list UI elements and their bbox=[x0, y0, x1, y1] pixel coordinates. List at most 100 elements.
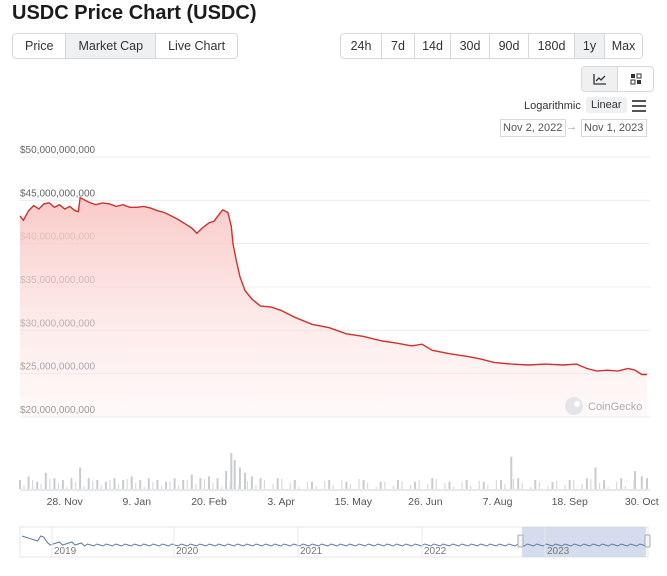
market-cap-line bbox=[19, 196, 647, 376]
volume-bar bbox=[444, 483, 446, 489]
tab-market-cap[interactable]: Market Cap bbox=[66, 34, 157, 58]
volume-bar bbox=[521, 483, 523, 489]
volume-bar bbox=[53, 478, 56, 489]
volume-bar bbox=[504, 484, 506, 489]
volume-bar bbox=[487, 485, 489, 489]
volume-bar bbox=[581, 484, 583, 489]
volume-bar bbox=[178, 485, 180, 489]
volume-bar bbox=[418, 480, 420, 489]
navigator-left-handle[interactable] bbox=[517, 534, 524, 548]
volume-bar bbox=[568, 480, 571, 489]
volume-bar bbox=[573, 480, 575, 489]
volume-bar bbox=[633, 481, 635, 489]
volume-bar bbox=[255, 485, 257, 489]
navigator-right-handle[interactable] bbox=[644, 534, 651, 548]
log-scale-option[interactable]: Logarithmic bbox=[524, 100, 581, 112]
navigator[interactable]: 2019 2020 2021 2022 2023 bbox=[19, 526, 651, 558]
hamburger-menu-icon[interactable] bbox=[632, 99, 646, 117]
x-tick-label: 9. Jan bbox=[122, 496, 151, 508]
range-1y[interactable]: 1y bbox=[575, 34, 605, 58]
range-max[interactable]: Max bbox=[611, 39, 636, 53]
navigator-tick-label: 2019 bbox=[54, 546, 77, 557]
volume-bar bbox=[538, 482, 540, 489]
volume-bar bbox=[225, 471, 228, 489]
volume-bar bbox=[367, 483, 369, 489]
x-tick-label: 18. Sep bbox=[552, 496, 588, 508]
volume-bar bbox=[117, 484, 120, 489]
volume-bar bbox=[49, 479, 51, 489]
navigator-selection[interactable] bbox=[522, 527, 646, 557]
tab-price[interactable]: Price bbox=[13, 34, 67, 58]
volume-bar bbox=[156, 480, 159, 489]
volume-bar bbox=[396, 480, 399, 489]
volume-bar bbox=[640, 476, 643, 489]
volume-bar bbox=[551, 481, 554, 489]
x-tick-label: 3. Apr bbox=[267, 496, 295, 508]
date-from-input[interactable]: Nov 2, 2022 bbox=[500, 119, 566, 137]
y-tick-label: $45,000,000,000 bbox=[20, 188, 96, 199]
volume-bar bbox=[517, 478, 520, 489]
volume-bar bbox=[23, 485, 25, 489]
volume-bar bbox=[634, 471, 636, 489]
volume-bar bbox=[482, 481, 485, 489]
range-90d[interactable]: 90d bbox=[490, 34, 529, 58]
volume-bar bbox=[165, 481, 167, 489]
volume-bar bbox=[414, 481, 417, 489]
volume-bar bbox=[585, 478, 588, 489]
volume-bar bbox=[564, 485, 566, 489]
volume-bar bbox=[36, 481, 39, 489]
volume-bar bbox=[598, 483, 601, 489]
navigator-tick-label: 2021 bbox=[300, 546, 323, 557]
volume-bar bbox=[61, 480, 64, 489]
candlestick-icon[interactable] bbox=[618, 67, 653, 91]
volume-bar bbox=[345, 481, 348, 489]
volume-bar bbox=[276, 478, 279, 489]
x-tick-label: 20. Feb bbox=[191, 496, 227, 508]
volume-bar bbox=[379, 481, 382, 489]
volume-bar bbox=[332, 485, 334, 489]
tab-live-chart[interactable]: Live Chart bbox=[168, 39, 226, 53]
range-14d[interactable]: 14d bbox=[415, 34, 451, 58]
volume-bar bbox=[186, 480, 188, 489]
date-to-input[interactable]: Nov 1, 2023 bbox=[581, 119, 647, 137]
volume-bar bbox=[620, 478, 623, 489]
y-tick-label: $40,000,000,000 bbox=[20, 232, 96, 243]
volume-bar bbox=[250, 476, 253, 489]
volume-bar bbox=[392, 486, 394, 489]
volume-bar bbox=[427, 484, 429, 489]
range-180d[interactable]: 180d bbox=[529, 34, 575, 58]
volume-bar bbox=[19, 480, 21, 489]
line-chart-icon[interactable] bbox=[582, 67, 618, 91]
volume-bar bbox=[32, 480, 34, 489]
volume-bar bbox=[233, 460, 236, 489]
volume-bar bbox=[298, 487, 300, 489]
volume-bar bbox=[96, 480, 99, 489]
navigator-tick-label: 2023 bbox=[547, 546, 570, 557]
volume-bar bbox=[448, 481, 451, 489]
chart-style-toggle bbox=[581, 66, 654, 92]
volume-bar bbox=[122, 480, 125, 489]
volume-bar bbox=[66, 487, 68, 489]
volume-bar bbox=[375, 487, 377, 489]
volume-bar bbox=[616, 482, 618, 489]
volume-bar bbox=[246, 481, 248, 489]
volume-bar bbox=[87, 478, 90, 489]
range-30d[interactable]: 30d bbox=[451, 34, 490, 58]
x-tick-label: 26. Jun bbox=[408, 496, 443, 508]
volume-bar bbox=[272, 484, 274, 489]
range-24h[interactable]: 24h bbox=[341, 34, 382, 58]
range-7d[interactable]: 7d bbox=[382, 34, 415, 58]
volume-bar bbox=[362, 480, 365, 489]
volume-bar bbox=[341, 480, 343, 489]
volume-bar bbox=[547, 486, 549, 489]
volume-bar bbox=[92, 481, 94, 489]
volume-bar bbox=[40, 484, 42, 489]
volume-bar bbox=[534, 480, 537, 489]
x-tick-label: 7. Aug bbox=[483, 496, 513, 508]
volume-bar bbox=[641, 485, 643, 489]
volume-bar bbox=[221, 487, 223, 489]
linear-scale-button[interactable]: Linear bbox=[586, 97, 627, 113]
volume-bar bbox=[152, 482, 154, 489]
coingecko-watermark: CoinGecko bbox=[565, 397, 642, 415]
y-tick-label: $50,000,000,000 bbox=[20, 145, 96, 156]
